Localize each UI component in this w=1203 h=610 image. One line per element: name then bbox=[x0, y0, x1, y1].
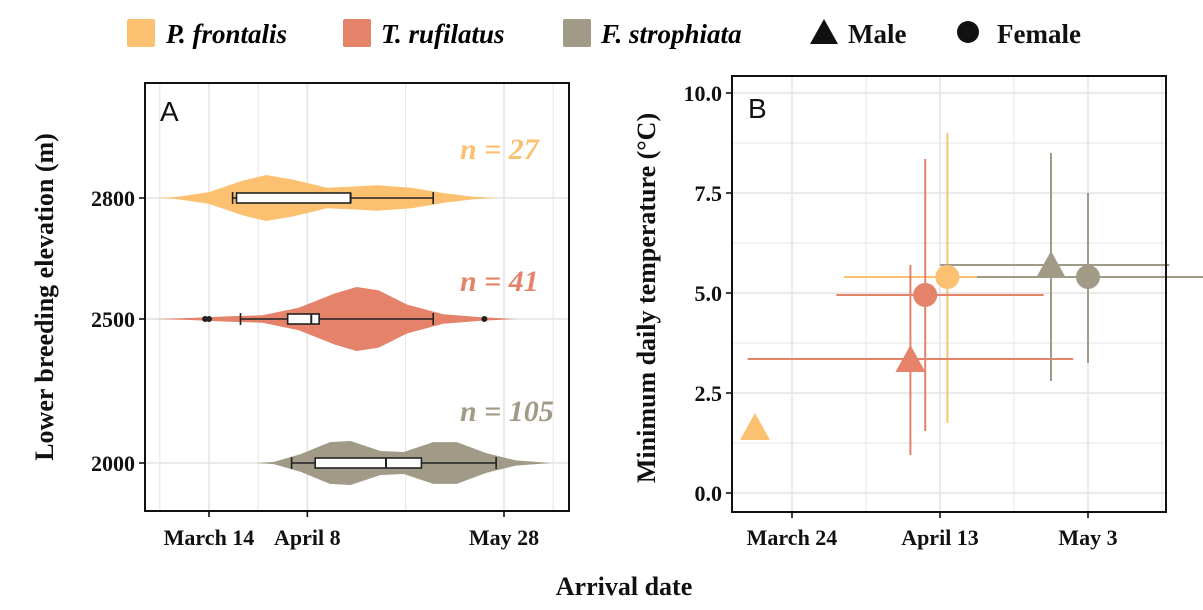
point-circle-f-strophiata-female bbox=[1076, 265, 1100, 289]
n-label-f-strophiata: n = 105 bbox=[460, 395, 554, 428]
box-p-frontalis bbox=[235, 192, 352, 204]
outlier-t-rufilatus bbox=[206, 316, 212, 322]
point-triangle-t-rufilatus-male bbox=[895, 345, 926, 372]
y-tick-label: 0.0 bbox=[695, 481, 723, 506]
y-tick-label: 7.5 bbox=[695, 181, 723, 206]
point-triangle-p-frontalis-male bbox=[740, 413, 770, 440]
x-tick-label: April 13 bbox=[901, 525, 979, 550]
panel-b-tag: B bbox=[748, 93, 767, 124]
panel-b-grid bbox=[732, 76, 1166, 512]
x-tick-label: March 14 bbox=[164, 525, 255, 550]
panel-b-frame bbox=[731, 75, 1167, 513]
panel-b: B March 24 April 13 May 30.02.55.07.510.0 … bbox=[632, 75, 1203, 550]
n-label-t-rufilatus: n = 41 bbox=[460, 265, 539, 298]
x-tick-label: May 3 bbox=[1058, 525, 1117, 550]
legend-triangle-icon bbox=[810, 19, 838, 44]
panel-a-ticks: March 14 April 8 May 28 2000 2500 2800 bbox=[91, 186, 539, 550]
panel-a-frame bbox=[144, 82, 570, 512]
y-tick-label: 2000 bbox=[91, 451, 135, 476]
legend-label-female: Female bbox=[997, 19, 1081, 49]
point-circle-p-frontalis-female bbox=[935, 265, 960, 289]
legend: P. frontalis T. rufilatus F. strophiata … bbox=[127, 19, 1081, 49]
panel-b-y-axis-label: Minimum daily temperature (°C) bbox=[632, 113, 661, 483]
y-tick-label: 2500 bbox=[91, 307, 135, 332]
panel-a-boxplots bbox=[202, 192, 497, 469]
y-tick-label: 10.0 bbox=[684, 81, 723, 106]
shared-x-axis-label: Arrival date bbox=[556, 572, 692, 601]
box-f-strophiata bbox=[314, 457, 423, 469]
panel-a-tag: A bbox=[160, 96, 179, 127]
panel-b-points bbox=[740, 251, 1100, 440]
x-tick-label: March 24 bbox=[747, 525, 838, 550]
y-tick-label: 2.5 bbox=[695, 381, 723, 406]
legend-label-p-frontalis: P. frontalis bbox=[165, 19, 287, 49]
outlier-t-rufilatus bbox=[481, 316, 488, 322]
legend-label-male: Male bbox=[848, 19, 906, 49]
point-triangle-f-strophiata-male bbox=[1036, 251, 1066, 278]
legend-label-t-rufilatus: T. rufilatus bbox=[381, 19, 505, 49]
legend-circle-icon bbox=[957, 21, 979, 43]
box-t-rufilatus bbox=[286, 313, 320, 325]
point-circle-t-rufilatus-female bbox=[913, 283, 938, 307]
legend-swatch-t-rufilatus bbox=[343, 19, 371, 47]
panel-a-y-axis-label: Lower breeding elevation (m) bbox=[30, 133, 59, 461]
y-tick-label: 5.0 bbox=[695, 281, 723, 306]
legend-swatch-p-frontalis bbox=[127, 19, 155, 47]
legend-swatch-f-strophiata bbox=[563, 19, 591, 47]
panel-b-ticks: March 24 April 13 May 3 0.0 2.5 5.0 7.5 10.0 bbox=[684, 81, 1118, 550]
y-tick-label: 2800 bbox=[91, 186, 135, 211]
x-tick-label: April 8 bbox=[274, 525, 341, 550]
legend-label-f-strophiata: F. strophiata bbox=[600, 19, 742, 49]
x-tick-label: May 28 bbox=[469, 525, 539, 550]
n-label-p-frontalis: n = 27 bbox=[460, 133, 540, 166]
